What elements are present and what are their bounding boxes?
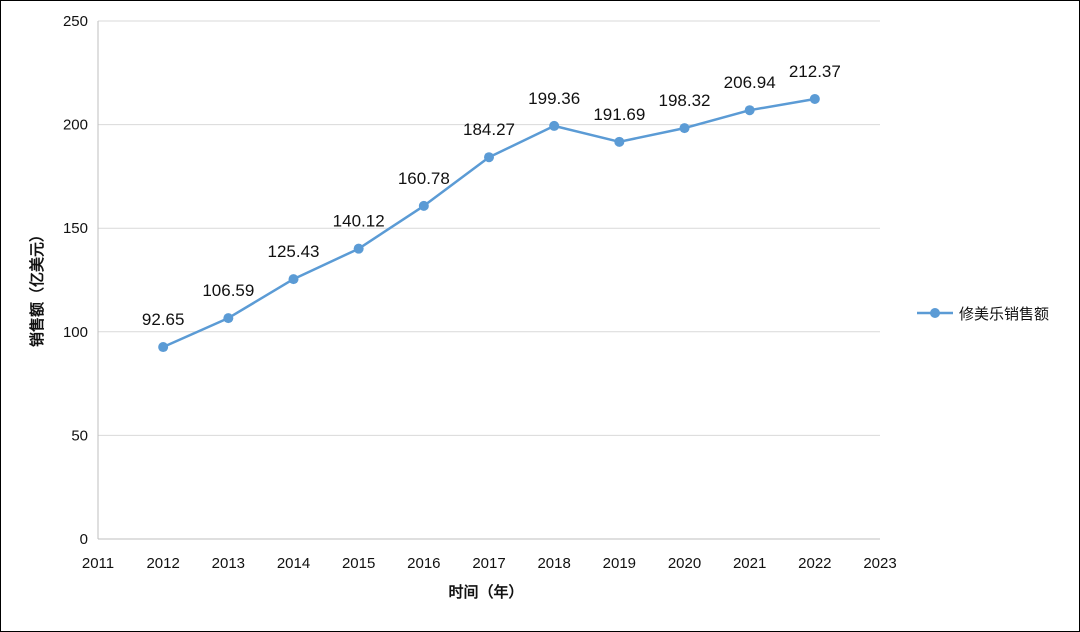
data-label: 140.12 — [333, 212, 385, 231]
data-point — [679, 123, 690, 134]
gridlines — [98, 20, 880, 436]
data-point — [549, 120, 560, 131]
legend: 修美乐销售额 — [917, 305, 1049, 323]
data-label: 160.78 — [398, 169, 450, 188]
x-tick-label: 2012 — [146, 555, 179, 572]
data-point — [614, 136, 625, 147]
y-tick-label: 100 — [63, 324, 88, 341]
data-point — [158, 342, 169, 353]
x-tick-label: 2018 — [537, 555, 570, 572]
y-tick-label: 200 — [63, 117, 88, 134]
axes — [97, 21, 880, 540]
x-tick-label: 2011 — [82, 555, 114, 572]
x-tick-labels: 2011 2012 2013 2014 2015 2016 2017 2018 2019 2020… — [82, 555, 897, 572]
y-tick-label: 250 — [63, 13, 88, 30]
legend-marker-swatch — [930, 308, 940, 318]
x-tick-label: 2019 — [603, 555, 636, 572]
data-labels: 92.65 106.59 125.43 140.12 160.78 184.27 199.3… — [142, 62, 841, 329]
data-point — [223, 313, 234, 324]
data-label: 191.69 — [593, 105, 645, 124]
x-axis-title: 时间（年） — [448, 583, 523, 601]
y-axis-title: 销售额（亿美元） — [28, 227, 46, 347]
x-tick-label: 2021 — [733, 555, 766, 572]
y-tick-labels: 0 50 100 150 200 250 — [63, 13, 88, 548]
data-point — [353, 243, 364, 254]
data-point — [418, 200, 429, 211]
y-tick-label: 50 — [71, 427, 88, 444]
x-tick-label: 2013 — [212, 555, 245, 572]
data-label: 198.32 — [659, 91, 711, 110]
x-tick-label: 2014 — [277, 555, 310, 572]
data-point — [809, 93, 820, 104]
data-label: 92.65 — [142, 310, 185, 329]
data-point — [288, 274, 299, 285]
data-label: 125.43 — [268, 242, 320, 261]
x-tick-label: 2016 — [407, 555, 440, 572]
data-point — [744, 105, 755, 116]
series-layer — [158, 93, 820, 353]
y-tick-label: 150 — [63, 220, 88, 237]
x-tick-label: 2023 — [863, 555, 896, 572]
data-point — [484, 152, 494, 163]
data-label: 106.59 — [202, 281, 254, 300]
data-label: 212.37 — [789, 62, 841, 81]
data-label: 184.27 — [463, 120, 515, 139]
y-tick-label: 0 — [80, 531, 88, 548]
data-label: 206.94 — [724, 73, 776, 92]
x-tick-label: 2017 — [472, 555, 505, 572]
legend-label: 修美乐销售额 — [959, 305, 1049, 323]
data-label: 199.36 — [528, 89, 580, 108]
x-tick-label: 2015 — [342, 555, 375, 572]
x-tick-label: 2022 — [798, 555, 831, 572]
x-tick-label: 2020 — [668, 555, 701, 572]
